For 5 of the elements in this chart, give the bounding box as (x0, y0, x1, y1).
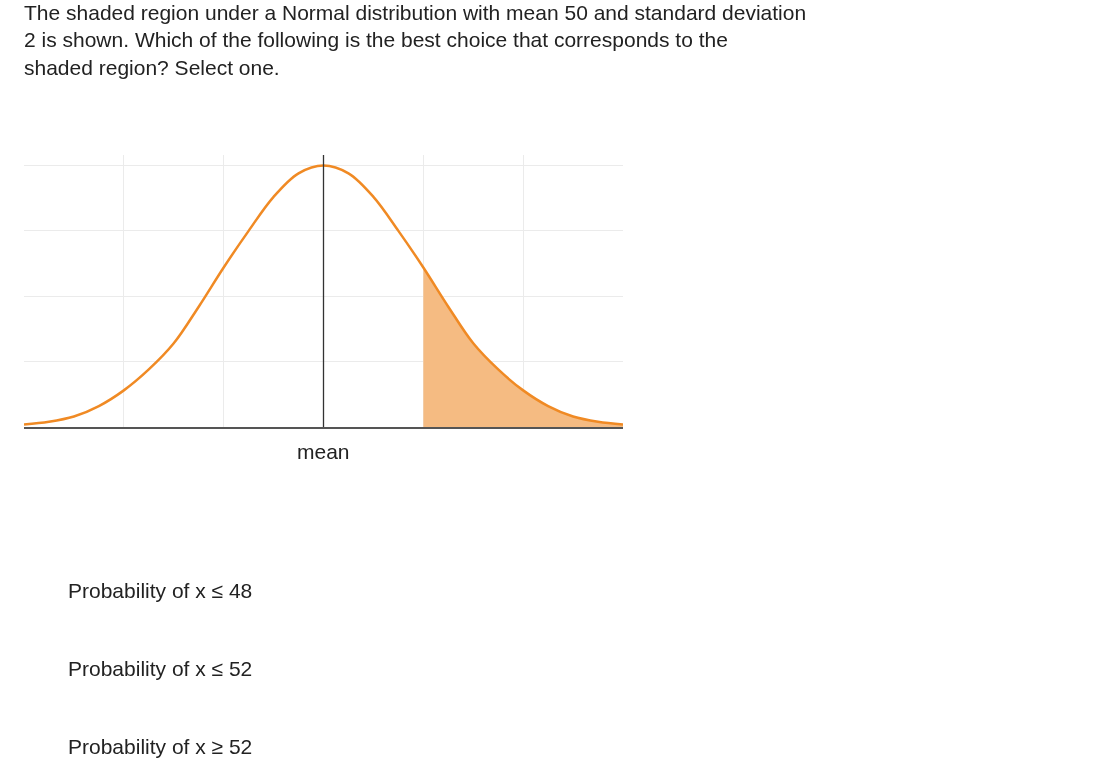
text: Probability of x ≤ 52 (68, 657, 253, 680)
chart-title: The shaded region under a Normal distribution with mean 50 and standard deviation 2 is shown. Which of the following is the best choice that corresponds to the shaded region? Select one. (24, 1, 807, 79)
text: mean (297, 440, 350, 463)
text: Probability of x ≥ 52 (68, 735, 253, 758)
text: Probability of x ≤ 48 (68, 579, 253, 602)
